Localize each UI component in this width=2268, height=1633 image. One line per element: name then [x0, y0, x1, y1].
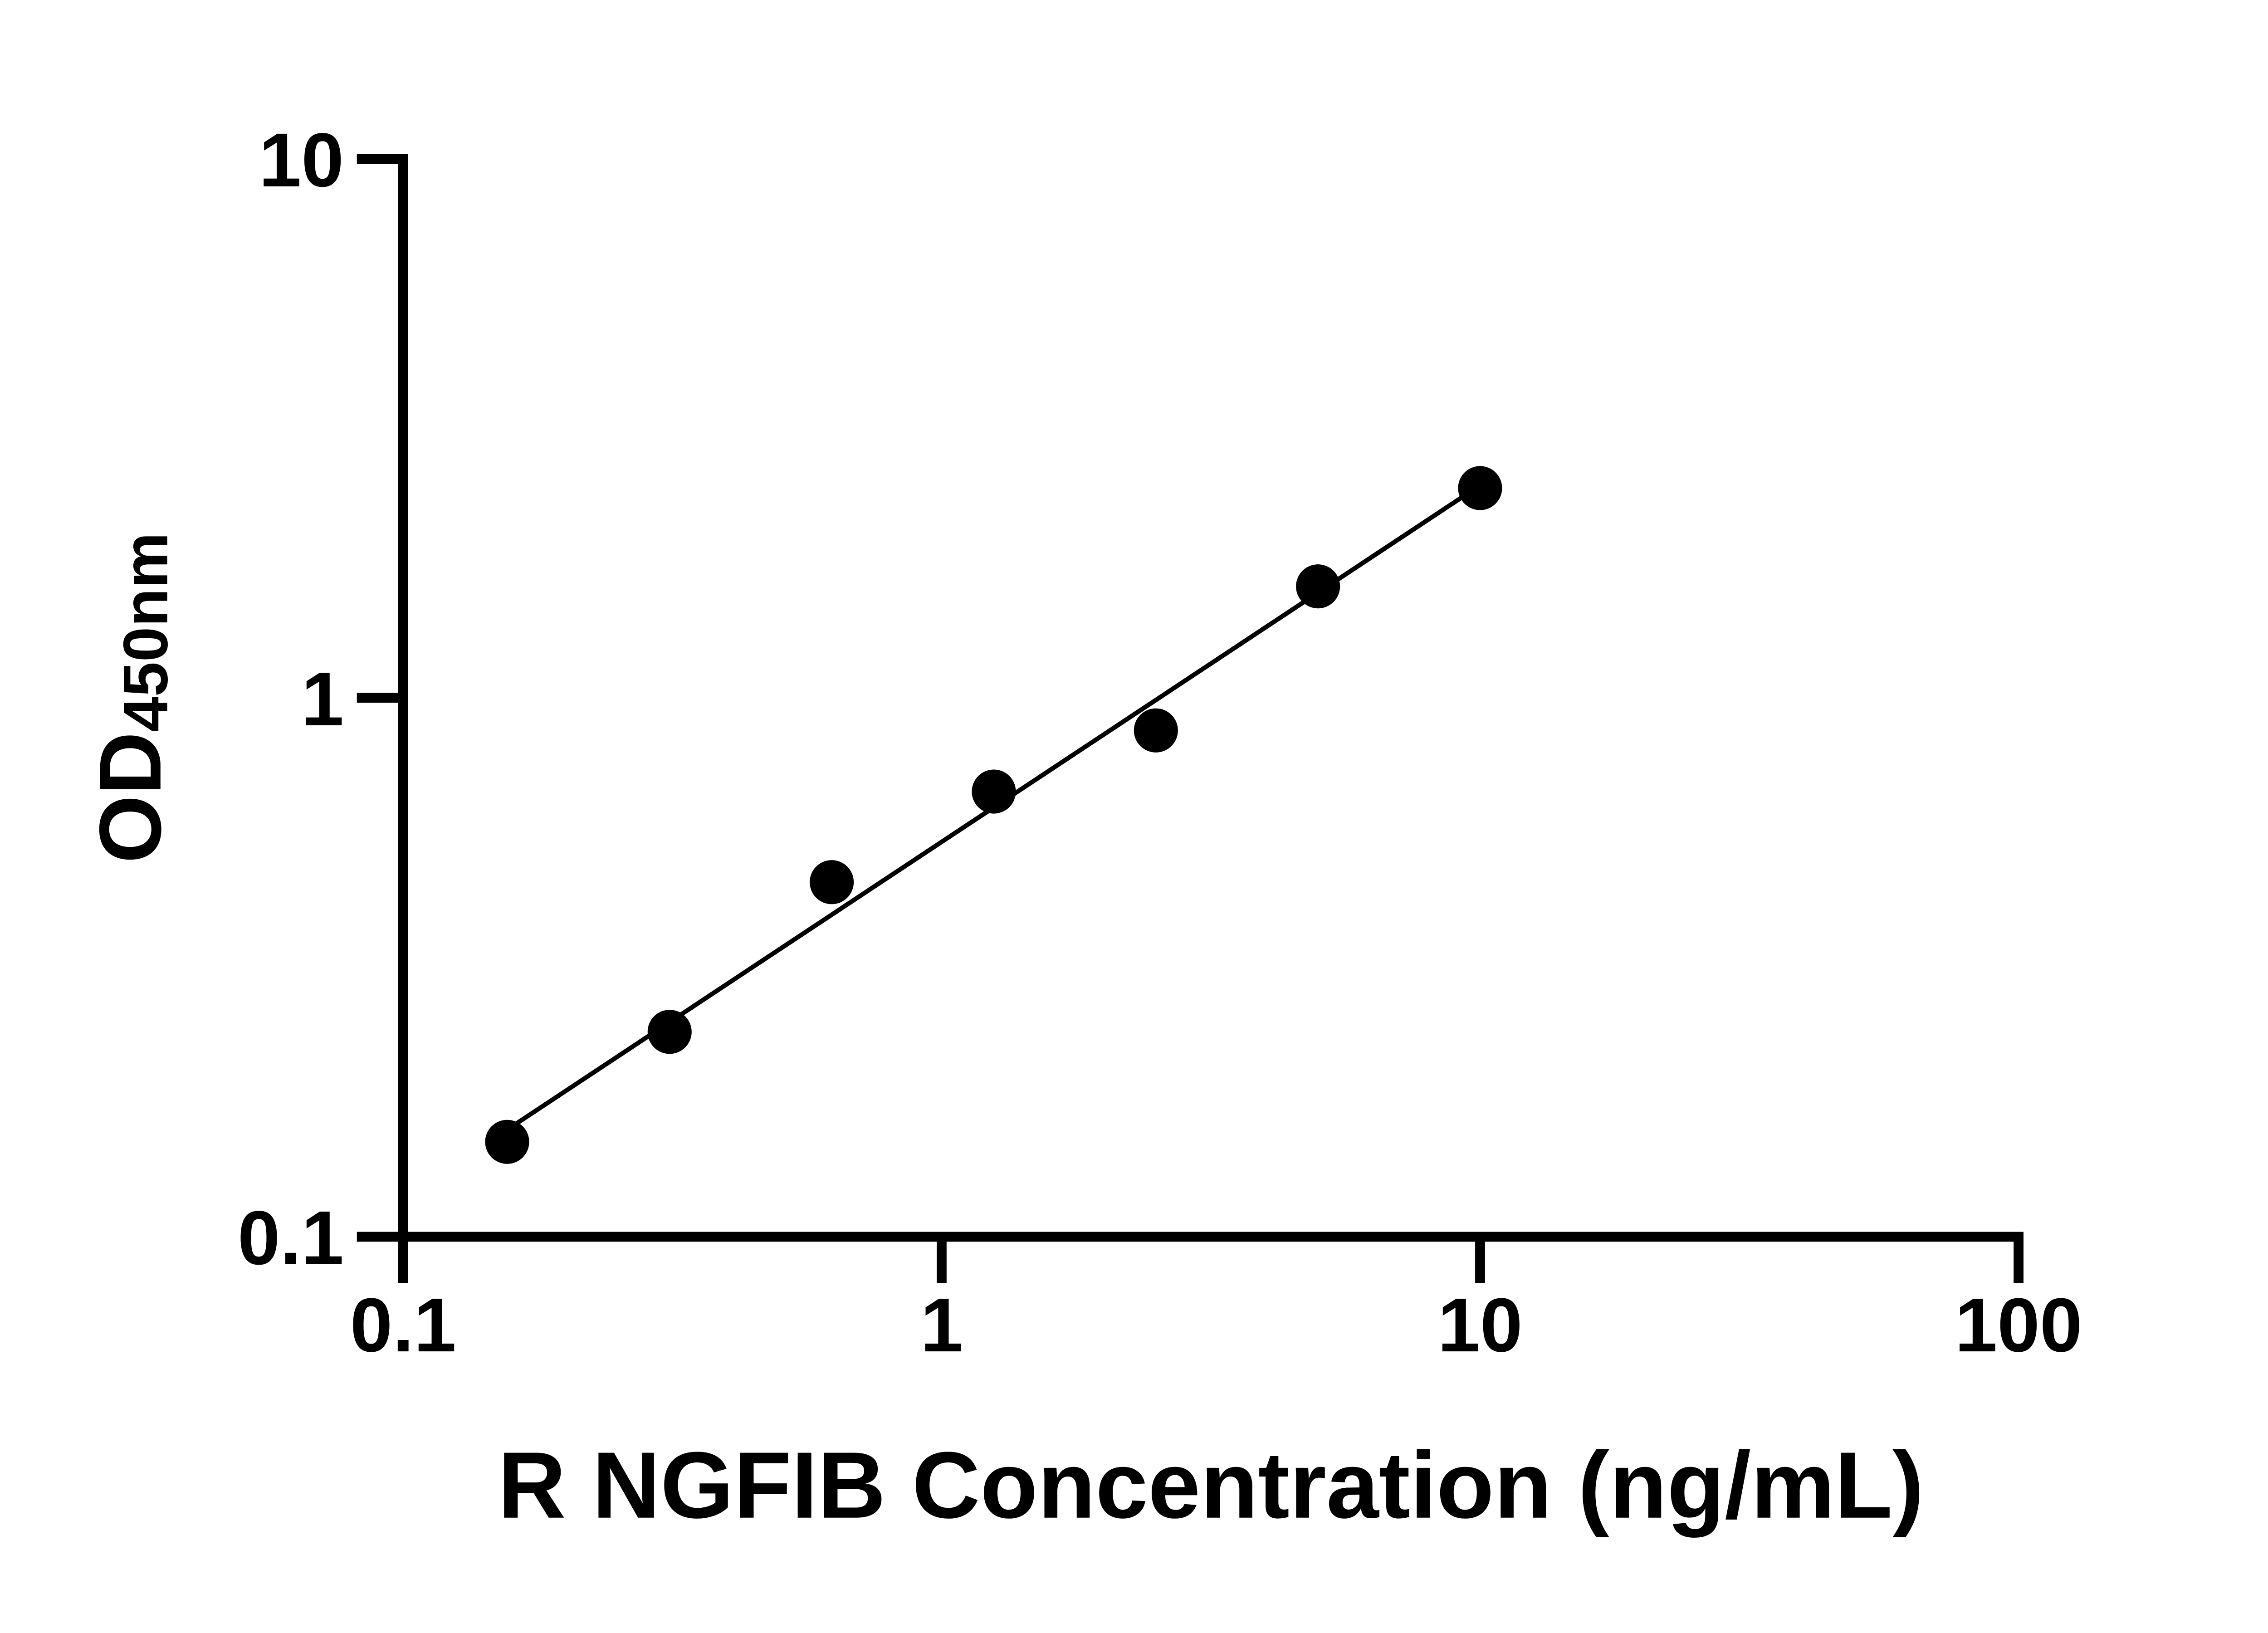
x-tick-label: 1: [920, 1282, 963, 1368]
data-point: [485, 1120, 529, 1164]
data-point: [647, 1010, 692, 1054]
y-tick-label: 1: [301, 656, 344, 742]
y-tick-label: 0.1: [238, 1195, 344, 1281]
x-tick-label: 100: [1955, 1282, 2082, 1368]
data-point: [810, 860, 854, 905]
chart-background: [0, 7, 2268, 1626]
data-point: [1296, 564, 1340, 609]
y-axis-title: OD450nm: [81, 533, 181, 863]
x-axis-title: R NGFIB Concentration (ng/mL): [498, 1433, 1924, 1538]
y-tick-label: 10: [259, 117, 344, 203]
x-tick-label: 0.1: [350, 1282, 456, 1368]
data-point: [1458, 466, 1502, 510]
data-point: [972, 769, 1016, 814]
y-axis-title-subscript: 450nm: [111, 533, 181, 732]
x-tick-label: 10: [1437, 1282, 1522, 1368]
data-point: [1134, 708, 1178, 753]
y-axis-title-main: OD: [81, 732, 179, 863]
